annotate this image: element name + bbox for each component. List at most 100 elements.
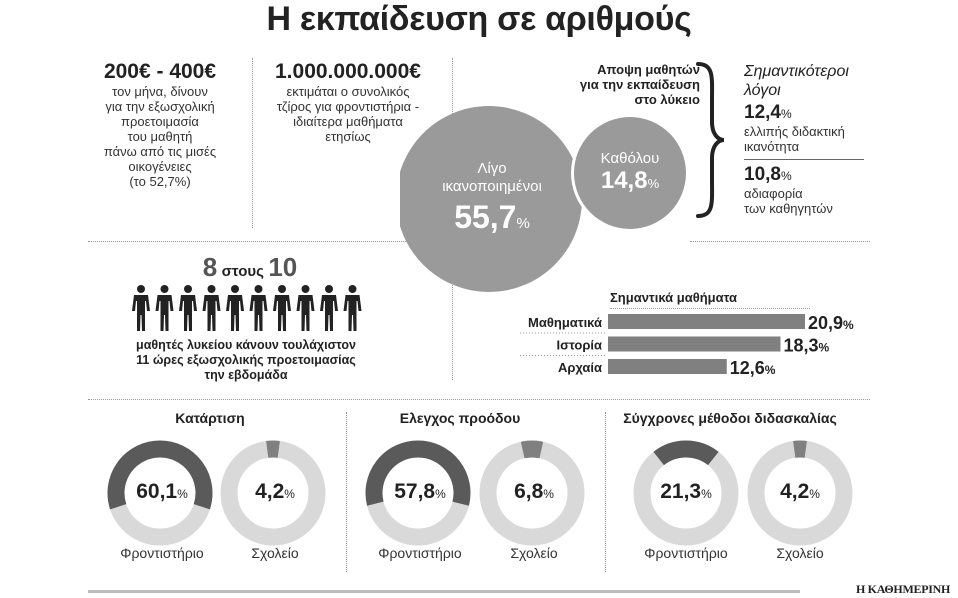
bar-category-label: Ιστορία — [556, 338, 602, 353]
bar-value-label: 18,3% — [783, 336, 829, 356]
donut-label: Φροντιστήριο — [644, 545, 728, 561]
donut-label: Σχολείο — [776, 545, 824, 561]
donut-segment — [365, 440, 471, 506]
reason-text: αδιαφορία των καθηγητών — [744, 186, 872, 216]
reason-value: 12,4 — [744, 102, 781, 123]
reason-text-line: ικανότητα — [744, 139, 800, 154]
reason-item: 10,8% αδιαφορία των καθηγητών — [744, 164, 872, 216]
divider — [690, 241, 870, 242]
donut-value-text: 4,2 — [780, 480, 810, 503]
reason-unit: % — [780, 107, 792, 121]
donut-label: Φροντιστήριο — [378, 545, 462, 561]
title-line: Αποψη μαθητών — [597, 62, 700, 77]
stat-line: (το 52,7%) — [129, 174, 191, 189]
donut-unit: % — [809, 487, 820, 501]
people-word: στους — [221, 263, 264, 280]
donut-segment — [107, 440, 213, 510]
bubble-small-label: Καθόλου 14,8% — [574, 150, 686, 195]
stat-monthly-cost: 200€ - 400€ τον μήνα, δίνουν για την εξω… — [80, 60, 240, 189]
stat-monthly-cost-value: 200€ - 400€ — [103, 60, 217, 83]
bar — [608, 336, 781, 352]
bubble-big — [400, 106, 582, 292]
people-num1: 8 — [202, 252, 218, 282]
donut-value: 21,3% — [636, 480, 736, 504]
people-text-line: την εβδομάδα — [204, 368, 288, 382]
donut-label: Σχολείο — [251, 545, 299, 561]
people-text: μαθητές λυκείου κάνουν τουλάχιστον 11 ώρ… — [96, 338, 396, 383]
person-icon — [249, 285, 268, 331]
bar — [608, 359, 727, 374]
bubble-big-value: 55,7 — [454, 199, 517, 235]
person-icon — [273, 285, 291, 331]
donut-value-text: 6,8 — [514, 480, 544, 503]
person-icon — [296, 285, 315, 331]
bar-category-label: Αρχαία — [558, 360, 602, 375]
bar-chart: Μαθηματικά 20,9% Ιστορία 18,3% Αρχαία 12,6% — [520, 313, 854, 378]
bar-value-unit: % — [765, 363, 776, 377]
donut-unit: % — [435, 487, 446, 501]
stat-line: του μαθητή — [127, 129, 193, 144]
person-icon — [132, 285, 150, 331]
donut-value-text: 4,2 — [255, 480, 285, 503]
stat-line: ετησίως — [325, 129, 371, 144]
bar-value-unit: % — [819, 341, 830, 355]
donut-segment — [653, 440, 719, 466]
reason-value: 10,8 — [744, 164, 781, 185]
footer-source: Η ΚΑΘΗΜΕΡΙΝΗ — [855, 582, 950, 596]
stat-line: προετοιμασία — [121, 114, 199, 129]
bar-value-unit: % — [843, 318, 854, 332]
stat-line: πάνω από τις μισές — [103, 144, 217, 159]
stat-turnover-value: 1.000.000.000€ — [275, 60, 421, 83]
donut-label: Φροντιστήριο — [120, 545, 204, 561]
reason-item: 12,4% ελλιπής διδακτική ικανότητα — [744, 102, 872, 154]
stat-monthly-cost-text: τον μήνα, δίνουν για την εξωσχολική προε… — [80, 84, 240, 189]
donut-value-text: 60,1 — [136, 480, 178, 503]
bar-chart-title-rule — [610, 308, 810, 309]
reason-text-line: αδιαφορία — [744, 186, 803, 201]
bar-chart-title: Σημαντικά μαθήματα — [610, 290, 738, 305]
person-icon — [343, 285, 362, 331]
bubble-small-unit: % — [647, 176, 660, 191]
bubble-label-line: ικανοποιημένοι — [442, 178, 542, 195]
title-line: στο λύκειο — [634, 92, 700, 107]
donut-unit: % — [543, 487, 554, 501]
people-icons — [132, 285, 362, 331]
people-num2: 10 — [268, 252, 298, 282]
stat-line: για την εξωσχολική — [105, 99, 215, 114]
bar-value-label: 20,9% — [808, 313, 854, 333]
bubble-big-label: Λίγο ικανοποιημένοι 55,7% — [412, 160, 572, 236]
bubble-small-value: 14,8 — [600, 167, 648, 194]
donut-value: 4,2% — [225, 480, 325, 504]
curly-brace — [696, 62, 725, 218]
divider — [252, 58, 253, 228]
reason-text-line: των καθηγητών — [744, 201, 833, 216]
donut-value-text: 21,3 — [660, 480, 702, 503]
person-icon — [179, 285, 197, 331]
divider — [88, 399, 870, 400]
stat-line: ιδιαίτερα μαθήματα — [293, 114, 403, 129]
stat-line: εκτιμάται ο συνολικός — [286, 84, 410, 99]
section-title-methods: Σύγχρονες μέθοδοι διδασκαλίας — [623, 410, 837, 426]
stat-line: τζίρος για φροντιστήρια - — [276, 99, 420, 114]
reason-text-line: ελλιπής διδακτική — [744, 124, 845, 139]
reason-text: ελλιπής διδακτική ικανότητα — [744, 124, 872, 154]
donut-value: 57,8% — [370, 480, 470, 504]
stat-line: τον μήνα, δίνουν — [112, 84, 208, 99]
footer-rule — [88, 590, 800, 593]
divider — [346, 412, 347, 572]
person-icon — [155, 285, 174, 331]
bar-value-label: 12,6% — [730, 358, 776, 378]
section-title-training: Κατάρτιση — [175, 410, 245, 426]
bubble-small-label-text: Καθόλου — [600, 150, 660, 167]
donut-value: 60,1% — [112, 480, 212, 504]
bubble-chart-title: Αποψη μαθητών για την εκπαίδευση στο λύκ… — [490, 62, 700, 107]
stat-turnover-text: εκτιμάται ο συνολικός τζίρος για φροντισ… — [256, 84, 440, 144]
people-text-line: 11 ώρες εξωσχολικής προετοιμασίας — [136, 353, 356, 367]
donut-unit: % — [177, 487, 188, 501]
person-icon — [202, 285, 221, 331]
reasons-title-line: λόγοι — [744, 82, 781, 99]
title-line: για την εκπαίδευση — [579, 77, 700, 92]
people-headline: 8 στους 10 — [120, 252, 380, 283]
divider — [605, 412, 606, 572]
section-title-progress: Ελεγχος προόδου — [399, 410, 521, 426]
